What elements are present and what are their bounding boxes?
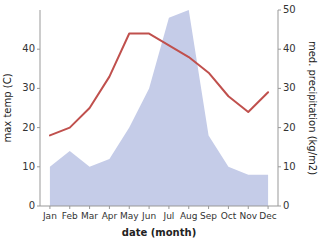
y2-tick-label: 10 bbox=[283, 161, 296, 172]
x-tick-label: May bbox=[120, 211, 139, 221]
y-tick-label: 40 bbox=[22, 43, 35, 54]
temperature-line bbox=[50, 34, 268, 136]
rainfall-area bbox=[50, 10, 268, 206]
x-axis-line bbox=[40, 206, 278, 207]
x-tick-label: Oct bbox=[221, 211, 237, 221]
chart: 0 10 20 30 40 0 10 20 30 40 50 Jan FebMar AprMayJun Ju… bbox=[0, 0, 318, 242]
y2-axis-label: med. precipitation (kg/m2) bbox=[307, 41, 318, 175]
y2-axis-line bbox=[278, 10, 279, 206]
y2-tick bbox=[278, 166, 281, 167]
y-tick bbox=[37, 206, 40, 207]
x-tick bbox=[248, 206, 249, 209]
x-tick-label: Jul bbox=[162, 211, 174, 221]
x-tick-label: Jan bbox=[42, 211, 57, 221]
y2-tick bbox=[278, 127, 281, 128]
y-tick-label: 30 bbox=[22, 82, 35, 93]
x-axis-label: date (month) bbox=[122, 227, 196, 238]
y2-tick-label: 20 bbox=[283, 122, 296, 133]
x-tick-label: Jun bbox=[141, 211, 156, 221]
x-tick-label: Aug bbox=[180, 211, 198, 221]
y-tick bbox=[37, 88, 40, 89]
x-tick bbox=[89, 206, 90, 209]
x-tick bbox=[149, 206, 150, 209]
x-tick-label: Dec bbox=[259, 211, 276, 221]
y-tick bbox=[37, 166, 40, 167]
x-tick bbox=[268, 206, 269, 209]
plot-area bbox=[50, 10, 268, 206]
y-tick bbox=[37, 127, 40, 128]
y2-tick-label: 0 bbox=[283, 200, 289, 211]
y-tick-label: 10 bbox=[22, 161, 35, 172]
x-tick bbox=[168, 206, 169, 209]
y2-tick-label: 40 bbox=[283, 43, 296, 54]
y2-tick bbox=[278, 206, 281, 207]
chart-container: 0 10 20 30 40 0 10 20 30 40 50 Jan FebMar AprMayJun Ju… bbox=[0, 0, 318, 242]
x-tick bbox=[208, 206, 209, 209]
x-tick bbox=[129, 206, 130, 209]
x-tick bbox=[228, 206, 229, 209]
axes: 0 10 20 30 40 0 10 20 30 40 50 Jan FebMar AprMayJun Ju… bbox=[22, 4, 295, 221]
x-tick bbox=[188, 206, 189, 209]
y2-tick bbox=[278, 88, 281, 89]
x-tick bbox=[109, 206, 110, 209]
y2-tick bbox=[278, 10, 281, 11]
y-tick bbox=[37, 49, 40, 50]
y2-tick-label: 30 bbox=[283, 82, 296, 93]
y2-tick-label: 50 bbox=[283, 4, 296, 15]
x-tick-label: Nov bbox=[239, 211, 257, 221]
x-tick bbox=[49, 206, 50, 209]
x-tick-label: Apr bbox=[102, 211, 118, 221]
x-tick-label: Mar bbox=[81, 211, 98, 221]
y-tick-label: 20 bbox=[22, 122, 35, 133]
x-tick-label: Sep bbox=[200, 211, 217, 221]
y2-tick bbox=[278, 49, 281, 50]
x-tick-label: Feb bbox=[62, 211, 78, 221]
y-tick-label: 0 bbox=[29, 200, 35, 211]
y-axis-line bbox=[40, 10, 41, 206]
x-tick bbox=[69, 206, 70, 209]
y-axis-label: max temp (C) bbox=[2, 73, 13, 142]
